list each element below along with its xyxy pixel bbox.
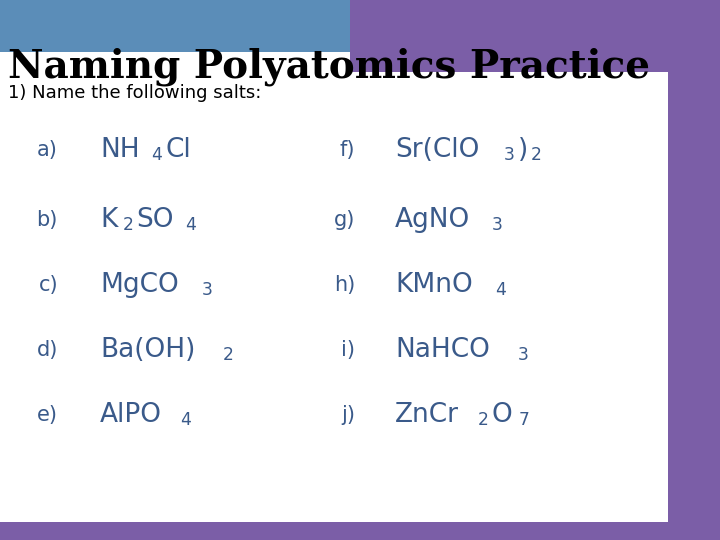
Text: Ba(OH): Ba(OH) <box>100 337 195 363</box>
Text: 2: 2 <box>531 146 542 164</box>
Text: ): ) <box>518 137 528 163</box>
Text: j): j) <box>341 405 355 425</box>
Text: 7: 7 <box>518 411 529 429</box>
Text: f): f) <box>340 140 355 160</box>
Text: 2: 2 <box>477 411 488 429</box>
Text: 3: 3 <box>518 346 528 364</box>
Text: a): a) <box>37 140 58 160</box>
Text: 1) Name the following salts:: 1) Name the following salts: <box>8 84 261 102</box>
Text: Sr(ClO: Sr(ClO <box>395 137 480 163</box>
Text: 3: 3 <box>202 281 212 299</box>
Text: 3: 3 <box>492 217 503 234</box>
Text: 2: 2 <box>122 217 133 234</box>
Text: 2: 2 <box>223 346 234 364</box>
Text: h): h) <box>334 275 355 295</box>
Text: g): g) <box>333 210 355 230</box>
Text: 4: 4 <box>495 281 506 299</box>
Text: NaHCO: NaHCO <box>395 337 490 363</box>
Text: MgCO: MgCO <box>100 272 179 298</box>
Text: AlPO: AlPO <box>100 402 162 428</box>
Text: AgNO: AgNO <box>395 207 470 233</box>
Text: SO: SO <box>137 207 174 233</box>
Text: ZnCr: ZnCr <box>395 402 459 428</box>
Text: i): i) <box>341 340 355 360</box>
Text: c): c) <box>38 275 58 295</box>
Text: d): d) <box>37 340 58 360</box>
Text: 4: 4 <box>185 217 196 234</box>
Text: 4: 4 <box>180 411 191 429</box>
Bar <box>0 0 370 54</box>
Text: K: K <box>100 207 117 233</box>
Text: e): e) <box>37 405 58 425</box>
Text: Cl: Cl <box>165 137 191 163</box>
Text: Naming Polyatomics Practice: Naming Polyatomics Practice <box>8 48 650 86</box>
Text: NH: NH <box>100 137 140 163</box>
Text: 4: 4 <box>151 146 162 164</box>
Text: O: O <box>492 402 513 428</box>
Text: b): b) <box>37 210 58 230</box>
Bar <box>0 52 668 522</box>
Bar <box>350 0 668 72</box>
Text: KMnO: KMnO <box>395 272 473 298</box>
Text: 3: 3 <box>504 146 515 164</box>
